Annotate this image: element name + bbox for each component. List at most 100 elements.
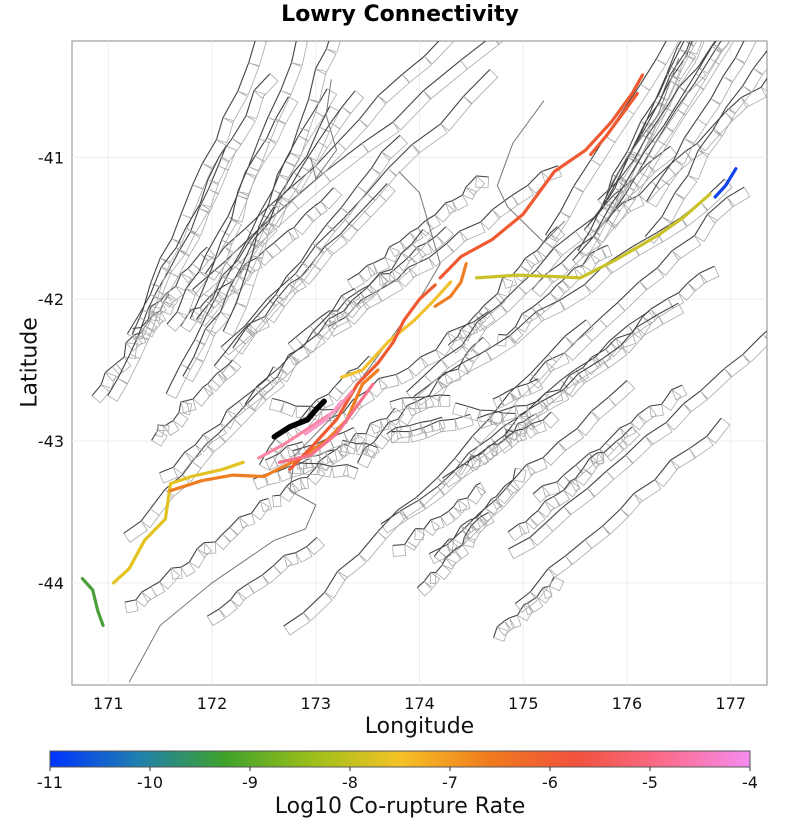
fault-patches bbox=[386, 417, 446, 444]
rupture-segment bbox=[589, 91, 639, 157]
background-fault bbox=[258, 355, 370, 466]
background-fault bbox=[498, 244, 609, 336]
fault-patches bbox=[206, 537, 325, 627]
rupture-segment bbox=[438, 73, 645, 280]
fault-patches bbox=[124, 498, 273, 614]
rupture-segment bbox=[277, 382, 375, 464]
background-fault bbox=[244, 229, 424, 405]
fault-patches bbox=[496, 245, 613, 347]
fault-patches bbox=[416, 512, 495, 597]
background-fault bbox=[455, 402, 516, 415]
fault-patches bbox=[448, 226, 566, 354]
colorbar-title: Log10 Co-rupture Rate bbox=[274, 794, 526, 819]
background-fault bbox=[292, 427, 354, 452]
fault-patches bbox=[442, 303, 685, 488]
fault-patches bbox=[287, 461, 359, 480]
rupture-segment bbox=[475, 192, 712, 280]
background-fault bbox=[380, 310, 650, 525]
fault-patches bbox=[223, 41, 341, 337]
fault-patches bbox=[537, 266, 720, 410]
background-fault bbox=[204, 41, 440, 275]
fault-patches bbox=[283, 319, 594, 636]
colorbar-tick-label: -7 bbox=[442, 773, 458, 792]
rupture-segment bbox=[340, 280, 453, 379]
fault-patches bbox=[91, 293, 179, 404]
colorbar-tick-label: -11 bbox=[37, 773, 63, 792]
background-fault bbox=[504, 411, 552, 439]
y-tick-label: -41 bbox=[38, 148, 64, 167]
fault-patches bbox=[213, 183, 396, 374]
background-fault bbox=[342, 439, 379, 449]
fault-patches bbox=[166, 96, 299, 332]
background-fault bbox=[271, 397, 334, 411]
fault-patches bbox=[190, 41, 308, 324]
fault-patches bbox=[413, 178, 733, 406]
fault-patches bbox=[268, 398, 335, 422]
fault-patches bbox=[123, 288, 361, 543]
background-fault bbox=[386, 416, 443, 435]
fault-patches bbox=[529, 186, 751, 389]
fault-patches bbox=[392, 482, 487, 557]
coastline-segment bbox=[398, 171, 441, 264]
y-tick-label: -44 bbox=[38, 574, 64, 593]
fault-patches bbox=[151, 359, 242, 447]
fault-patches bbox=[514, 417, 731, 613]
x-axis-label: Longitude bbox=[364, 714, 475, 739]
coastline-segment bbox=[605, 57, 680, 194]
colorbar-tick-label: -4 bbox=[742, 773, 758, 792]
chart-title: Lowry Connectivity bbox=[281, 2, 519, 27]
background-fault bbox=[476, 399, 540, 419]
fault-patches bbox=[292, 427, 360, 462]
y-axis-ticks: -41 -42 -43 -44 bbox=[38, 148, 64, 593]
colorbar-tick-label: -9 bbox=[242, 773, 258, 792]
fault-patches bbox=[252, 458, 315, 490]
colorbar-tick-label: -8 bbox=[342, 773, 358, 792]
x-tick-label: 173 bbox=[300, 694, 331, 713]
fault-patches bbox=[428, 380, 636, 565]
fault-patches bbox=[127, 73, 279, 341]
colorbar-tick-label: -6 bbox=[542, 773, 558, 792]
x-tick-label: 176 bbox=[612, 694, 643, 713]
fault-patches bbox=[232, 135, 408, 355]
colorbar-ticks: -11 -10 -9 -8 -7 -6 -5 -4 bbox=[37, 767, 758, 792]
x-tick-label: 174 bbox=[404, 694, 435, 713]
background-fault bbox=[123, 288, 355, 534]
fault-patches bbox=[493, 576, 565, 642]
fault-patches bbox=[132, 41, 267, 340]
rupture-segment bbox=[303, 399, 344, 436]
fault-patches bbox=[508, 334, 767, 560]
fault-patches bbox=[504, 411, 560, 448]
fault-patches bbox=[339, 440, 379, 459]
background-fault bbox=[389, 394, 451, 403]
colorbar-tick-label: -5 bbox=[642, 773, 658, 792]
rupture-segment bbox=[80, 577, 105, 627]
fault-patches bbox=[389, 395, 451, 413]
colorbar bbox=[49, 750, 751, 768]
y-axis-label: Latitude bbox=[17, 317, 43, 408]
background-fault bbox=[289, 461, 359, 470]
fault-patches bbox=[532, 384, 688, 503]
rupture-segments bbox=[80, 73, 738, 627]
coastline-segment bbox=[496, 100, 566, 244]
background-fault bbox=[132, 246, 208, 329]
colorbar-tick-label: -10 bbox=[137, 773, 163, 792]
y-tick-label: -42 bbox=[38, 290, 64, 309]
fault-patches bbox=[296, 449, 338, 470]
target-fault-trace bbox=[271, 398, 327, 440]
x-tick-label: 177 bbox=[715, 694, 746, 713]
background-fault bbox=[416, 511, 489, 589]
x-tick-label: 175 bbox=[508, 694, 539, 713]
target-fault bbox=[271, 398, 327, 440]
background-fault bbox=[265, 441, 303, 461]
fault-patches bbox=[391, 414, 474, 444]
fault-patches bbox=[646, 41, 757, 208]
fault-patches bbox=[545, 41, 680, 242]
fault-patches bbox=[347, 175, 490, 291]
fault-patches bbox=[159, 366, 284, 484]
fault-patches bbox=[272, 407, 405, 508]
fault-patches bbox=[507, 426, 641, 542]
rupture-segment bbox=[433, 262, 468, 308]
rupture-segment bbox=[288, 283, 437, 471]
x-tick-label: 172 bbox=[197, 694, 228, 713]
